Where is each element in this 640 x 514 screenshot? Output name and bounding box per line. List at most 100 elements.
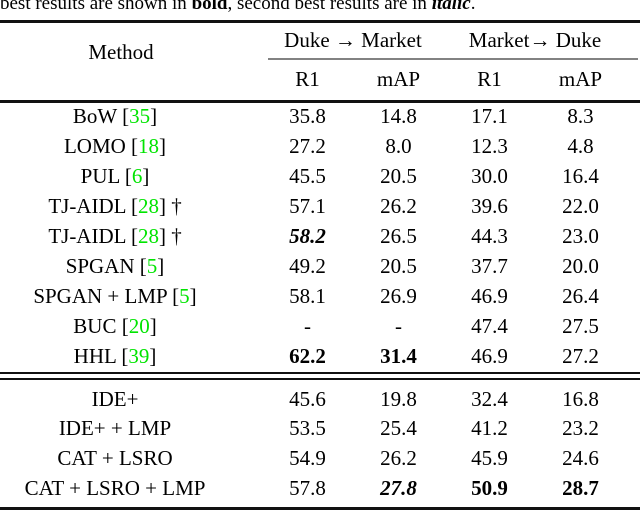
method-cell: LOMO [18] [63, 134, 167, 159]
value-cell: 57.8 [289, 475, 326, 500]
table-row: IDE+ 45.6 19.8 32.4 16.8 [0, 385, 640, 415]
table-caption: best results are shown in bold, second b… [0, 0, 476, 15]
value-cell: 23.0 [562, 224, 599, 248]
value-cell: 45.6 [289, 386, 326, 411]
citation-link[interactable]: 5 [146, 253, 158, 278]
value-cell: - [304, 313, 311, 338]
value-cell: 20.5 [380, 164, 417, 189]
column-spacer [230, 192, 262, 222]
method-cell: BoW [35] [72, 104, 158, 129]
citation-link[interactable]: 28 [137, 224, 159, 248]
value-cell: 30.0 [471, 164, 508, 189]
value-cell: 53.5 [289, 416, 326, 441]
column-group-rule [268, 57, 638, 60]
header-method: Method [88, 40, 154, 64]
column-spacer [230, 222, 262, 252]
value-cell: 45.9 [471, 445, 508, 470]
header-map-duke-market: mAP [376, 66, 421, 91]
section-divider-double-rule [0, 372, 640, 380]
caption-text: . [470, 0, 476, 14]
value-cell: 24.6 [562, 445, 599, 470]
column-spacer [230, 341, 262, 371]
value-cell: 26.2 [380, 445, 417, 470]
caption-bold-word: bold [191, 0, 228, 14]
value-cell: 16.8 [562, 386, 599, 411]
value-cell: 46.9 [471, 343, 508, 368]
header-r1-market-duke: R1 [477, 66, 502, 91]
column-spacer [230, 162, 262, 192]
table-row: SPGAN [5] 49.2 20.5 37.7 20.0 [0, 251, 640, 281]
published-methods-section: BoW [35] 35.8 14.8 17.1 8.3 LOMO [18] 27.2 8.0 1… [0, 102, 640, 371]
table-row: SPGAN + LMP [5] 58.1 26.9 46.9 26.4 [0, 281, 640, 311]
table-row: BUC [20] - - 47.4 27.5 [0, 311, 640, 341]
method-cell: BUC [20] [73, 313, 157, 338]
header-group-market-to-duke: Market→ Duke [468, 28, 602, 52]
citation-link[interactable]: 35 [129, 104, 151, 129]
column-spacer [230, 251, 262, 281]
value-cell: 27.8 [380, 475, 417, 500]
value-cell: 4.8 [567, 134, 594, 159]
value-cell: 27.2 [562, 343, 599, 368]
value-cell: 45.5 [289, 164, 326, 189]
header-r1-duke-market: R1 [295, 66, 320, 91]
value-cell: 26.9 [380, 283, 417, 308]
value-cell: 58.1 [289, 283, 326, 308]
value-cell: 37.7 [471, 253, 508, 278]
caption-text: best results are shown in [0, 0, 192, 14]
method-cell: CAT + LSRO [57, 445, 173, 470]
column-spacer [230, 385, 262, 415]
column-spacer [230, 311, 262, 341]
value-cell: 46.9 [471, 283, 508, 308]
value-cell: 28.7 [562, 475, 599, 500]
column-spacer [230, 281, 262, 311]
bottom-rule [0, 507, 640, 510]
value-cell: 35.8 [289, 104, 326, 129]
method-cell: TJ-AIDL [28] † [48, 224, 182, 248]
value-cell: 26.4 [562, 283, 599, 308]
value-cell: 16.4 [562, 164, 599, 189]
header-bottom-rule [0, 100, 640, 103]
table-row: TJ-AIDL [28] † 57.1 26.2 39.6 22.0 [0, 192, 640, 222]
column-spacer [230, 102, 262, 132]
column-spacer [230, 473, 262, 503]
value-cell: 14.8 [380, 104, 417, 129]
value-cell: 49.2 [289, 253, 326, 278]
value-cell: 32.4 [471, 386, 508, 411]
value-cell: 26.2 [380, 194, 417, 219]
value-cell: 26.5 [380, 224, 417, 248]
method-cell: CAT + LSRO + LMP [24, 475, 206, 500]
caption-italic-word: italic [431, 0, 471, 14]
value-cell: 23.2 [562, 416, 599, 441]
value-cell: 17.1 [471, 104, 508, 129]
value-cell: - [395, 313, 402, 338]
header-map-market-duke: mAP [558, 66, 603, 91]
method-cell: SPGAN [5] [65, 253, 165, 278]
value-cell: 27.2 [289, 134, 326, 159]
caption-text: , second best results are in [227, 0, 432, 14]
citation-link[interactable]: 39 [128, 343, 150, 368]
value-cell: 12.3 [471, 134, 508, 159]
value-cell: 58.2 [289, 224, 326, 248]
citation-link[interactable]: 5 [179, 283, 190, 308]
method-cell: TJ-AIDL [28] † [48, 194, 182, 219]
column-spacer [230, 444, 262, 474]
citation-link[interactable]: 18 [138, 134, 160, 159]
table-header: Method Duke → Market Market→ Duke R1 mAP… [0, 23, 640, 100]
value-cell: 20.5 [380, 253, 417, 278]
table-row: CAT + LSRO + LMP 57.8 27.8 50.9 28.7 [0, 473, 640, 503]
value-cell: 25.4 [380, 416, 417, 441]
value-cell: 54.9 [289, 445, 326, 470]
value-cell: 22.0 [562, 194, 599, 219]
value-cell: 47.4 [471, 313, 508, 338]
value-cell: 44.3 [471, 224, 508, 248]
citation-link[interactable]: 28 [137, 194, 159, 219]
value-cell: 27.5 [562, 313, 599, 338]
citation-link[interactable]: 6 [131, 164, 143, 189]
value-cell: 19.8 [380, 386, 417, 411]
method-cell: SPGAN + LMP [5] [33, 283, 197, 308]
table-row: IDE+ + LMP 53.5 25.4 41.2 23.2 [0, 414, 640, 444]
method-cell: IDE+ + LMP [58, 416, 172, 441]
table-row: LOMO [18] 27.2 8.0 12.3 4.8 [0, 132, 640, 162]
citation-link[interactable]: 20 [128, 313, 150, 338]
